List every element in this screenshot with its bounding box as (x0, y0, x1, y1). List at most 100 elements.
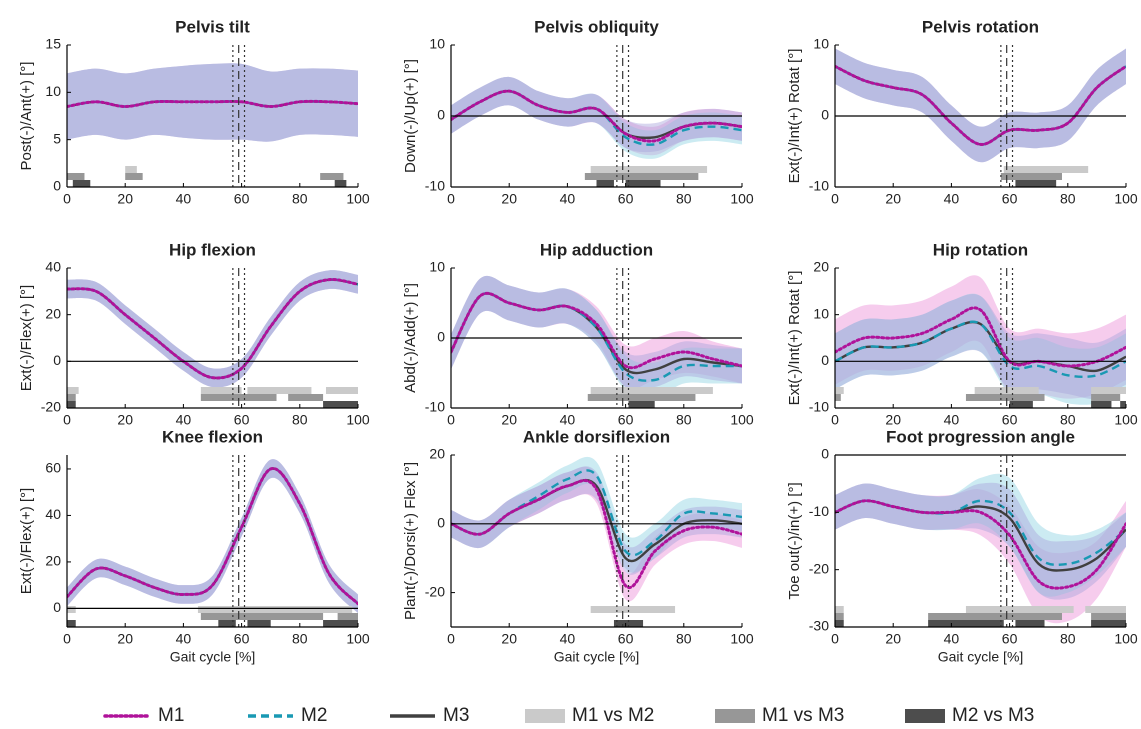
y-tick-label: 10 (813, 36, 829, 52)
x-tick-label: 100 (346, 412, 370, 428)
y-tick-label: -10 (809, 399, 829, 415)
x-tick-label: 60 (234, 191, 250, 207)
sd-band (67, 459, 358, 614)
x-axis-label: Gait cycle [%] (554, 649, 640, 665)
x-tick-label: 80 (676, 191, 692, 207)
significance-bar (197, 606, 353, 613)
significance-bar (125, 166, 137, 173)
x-tick-label: 20 (885, 412, 901, 428)
sd-band (451, 275, 742, 391)
y-tick-label: 0 (821, 352, 829, 368)
x-axis-label: Gait cycle [%] (170, 649, 256, 665)
x-tick-label: 40 (944, 412, 960, 428)
y-tick-label: -10 (809, 178, 829, 194)
x-tick-label: 80 (1060, 631, 1076, 647)
sd-band (835, 48, 1126, 163)
x-tick-label: 40 (944, 191, 960, 207)
significance-bar (1085, 606, 1126, 613)
significance-bar (965, 394, 1045, 401)
x-tick-label: 60 (618, 191, 634, 207)
y-tick-label: 0 (821, 107, 829, 123)
mean-line (451, 89, 742, 143)
significance-bar (584, 173, 699, 180)
significance-bar (1009, 401, 1033, 408)
significance-bar (590, 387, 713, 394)
mean-line (835, 306, 1126, 368)
x-tick-label: 20 (885, 631, 901, 647)
legend-label: M2 vs M3 (952, 705, 1034, 726)
y-tick-label: 0 (437, 515, 445, 531)
chart-title: Hip rotation (933, 240, 1028, 259)
x-tick-label: 100 (730, 191, 754, 207)
chart-title: Foot progression angle (886, 427, 1075, 446)
x-tick-label: 20 (117, 631, 133, 647)
x-tick-label: 0 (63, 412, 71, 428)
y-axis-label: Post(-)/Ant(+) [°] (18, 62, 35, 171)
significance-bar (587, 394, 696, 401)
y-tick-label: 60 (45, 460, 61, 476)
sd-band (835, 275, 1126, 399)
plot-area (835, 48, 1126, 187)
significance-bar (72, 180, 91, 187)
sd-band (67, 270, 358, 388)
x-tick-label: 80 (1060, 191, 1076, 207)
significance-bar (323, 620, 358, 627)
significance-bar (1091, 620, 1126, 627)
x-tick-label: 100 (346, 191, 370, 207)
significance-bar (1091, 394, 1121, 401)
sd-band (67, 459, 358, 614)
y-tick-label: 5 (53, 130, 61, 146)
y-tick-label: 0 (53, 599, 61, 615)
plot-area (451, 76, 742, 187)
significance-bar (835, 620, 844, 627)
significance-bar (200, 613, 324, 620)
x-tick-label: 60 (618, 631, 634, 647)
y-axis-label: Toe out(-)/in(+) [°] (786, 482, 803, 599)
panel: -30 -20 -10 0 0 20 40 60 80 100 Foot progression a… (786, 427, 1138, 664)
significance-bar (288, 394, 324, 401)
significance-bar (67, 620, 76, 627)
y-tick-label: 0 (437, 107, 445, 123)
x-tick-label: 80 (1060, 412, 1076, 428)
y-tick-label: 10 (429, 259, 445, 275)
significance-bar (67, 387, 79, 394)
x-tick-label: 80 (292, 191, 308, 207)
y-axis-label: Plant(-)/Dorsi(+) Flex [°] (402, 462, 419, 620)
plot-area (67, 270, 358, 408)
y-axis-label: Ext(-)/Int(+) Rotat [°] (786, 271, 803, 406)
significance-bar (590, 166, 708, 173)
significance-bar (1091, 387, 1126, 394)
mean-line (835, 64, 1126, 146)
significance-bar (334, 180, 347, 187)
legend-label: M1 vs M3 (762, 705, 844, 726)
significance-bar (613, 620, 644, 627)
significance-bar (125, 173, 143, 180)
x-tick-label: 100 (1114, 412, 1138, 428)
significance-bar (325, 387, 358, 394)
legend-label: M1 (158, 705, 184, 726)
significance-bar (1003, 166, 1089, 173)
sd-band (835, 48, 1126, 163)
x-tick-label: 80 (292, 631, 308, 647)
significance-bar (67, 173, 85, 180)
legend-swatch (715, 709, 755, 723)
x-tick-label: 40 (560, 191, 576, 207)
y-tick-label: -10 (809, 503, 829, 519)
x-tick-label: 0 (63, 191, 71, 207)
x-tick-label: 100 (346, 631, 370, 647)
legend-label: M3 (443, 705, 469, 726)
y-tick-label: -10 (425, 178, 445, 194)
x-axis-label: Gait cycle [%] (938, 649, 1024, 665)
significance-bar (965, 606, 1074, 613)
significance-bar (835, 606, 844, 613)
y-tick-label: 20 (45, 305, 61, 321)
y-tick-label: 40 (45, 259, 61, 275)
x-tick-label: 20 (885, 191, 901, 207)
x-tick-label: 60 (234, 631, 250, 647)
x-tick-label: 20 (501, 191, 517, 207)
panel: -20 0 20 0 20 40 60 80 100 Ankle dorsiflexion Plan… (402, 427, 754, 664)
